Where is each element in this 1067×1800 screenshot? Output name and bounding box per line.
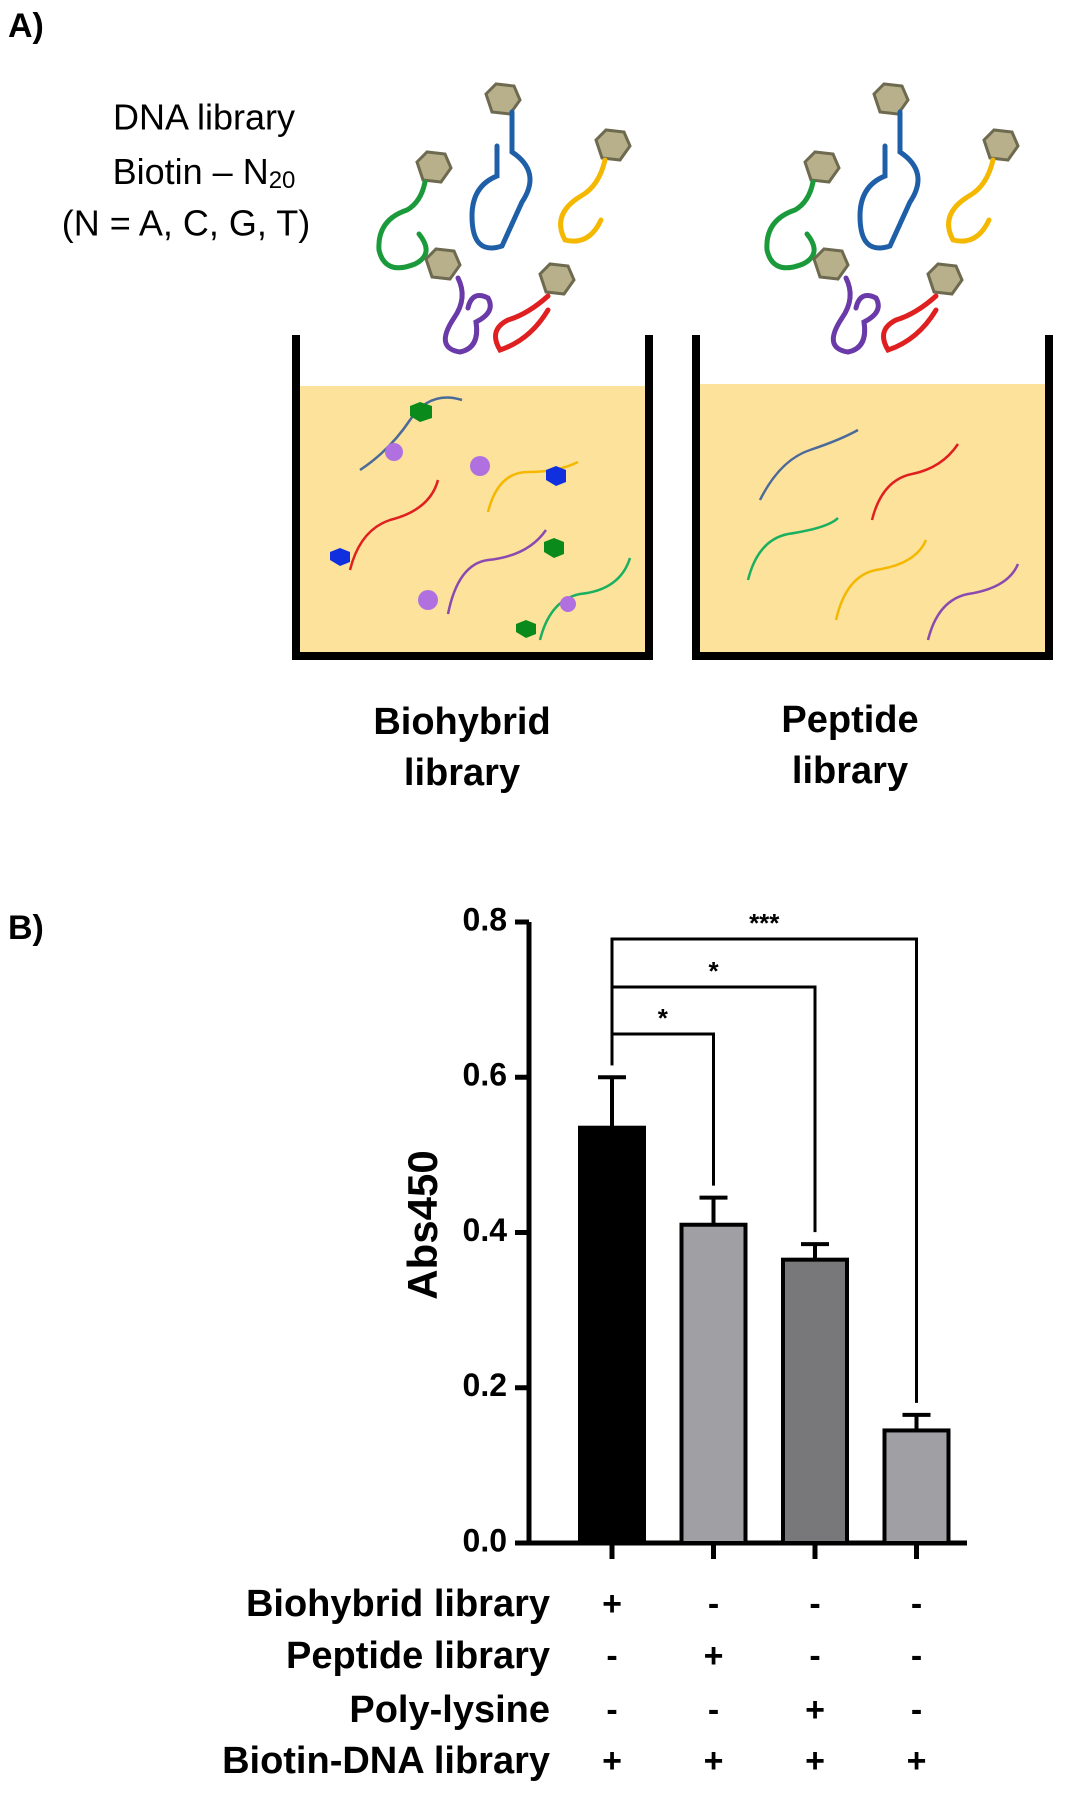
peptide <box>446 529 548 615</box>
panel-label: A) <box>8 7 44 45</box>
peptides <box>330 396 1020 641</box>
condition-label: Poly-lysine <box>349 1689 550 1731</box>
aptamer <box>830 275 881 355</box>
significance-label: * <box>708 956 719 986</box>
y-tick-label: 0.8 <box>463 901 507 937</box>
peptide <box>758 428 859 501</box>
significance-bracket <box>610 937 918 1403</box>
aptamer-set <box>376 82 632 355</box>
condition-value: - <box>708 1585 719 1623</box>
library-text: Biotin – N <box>113 151 269 192</box>
well-label: library <box>792 750 908 792</box>
label-group <box>418 590 438 610</box>
biotin <box>538 262 576 296</box>
label-group <box>330 548 350 566</box>
aptamer <box>558 157 608 244</box>
biotin <box>484 82 522 116</box>
well-label: Peptide <box>781 699 918 741</box>
biotin <box>926 262 964 296</box>
library-text: DNA library <box>113 97 295 138</box>
well <box>292 335 653 660</box>
peptide <box>746 517 839 581</box>
aptamer <box>442 275 493 355</box>
condition-value: - <box>809 1637 820 1675</box>
peptide <box>926 563 1020 641</box>
biotin <box>872 82 910 116</box>
panel-label: B) <box>8 909 44 947</box>
y-tick-label: 0.6 <box>463 1057 507 1093</box>
condition-label: Biohybrid library <box>246 1583 550 1625</box>
y-tick-label: 0.2 <box>463 1367 507 1403</box>
y-tick-label: 0.0 <box>463 1522 507 1558</box>
condition-label: Peptide library <box>286 1635 550 1677</box>
condition-value: + <box>907 1742 927 1780</box>
bar <box>781 1257 849 1545</box>
label-group <box>385 443 403 461</box>
peptide <box>870 443 960 521</box>
aptamer <box>857 109 921 251</box>
condition-value: + <box>602 1585 622 1623</box>
condition-value: + <box>805 1691 825 1729</box>
library-text: Biotin – N20 <box>113 151 296 195</box>
peptide <box>834 539 928 621</box>
biotin <box>982 128 1020 162</box>
aptamer <box>469 109 533 251</box>
condition-value: + <box>602 1742 622 1780</box>
well <box>692 335 1053 660</box>
biotin <box>812 247 850 281</box>
label-group <box>470 456 490 476</box>
biotin <box>803 150 841 184</box>
aptamer <box>946 157 996 244</box>
library-text: (N = A, C, G, T) <box>62 203 310 244</box>
bar-chart: 0.00.20.40.60.8*****Biohybrid library + - -… <box>222 901 967 1782</box>
peptide <box>486 460 579 513</box>
condition-value: + <box>704 1637 724 1675</box>
aptamer <box>881 293 939 354</box>
peptide <box>538 557 632 641</box>
well-label: Biohybrid <box>373 701 550 743</box>
label-group <box>546 466 566 486</box>
biotin <box>424 247 462 281</box>
biotin <box>594 128 632 162</box>
bar <box>882 1428 951 1545</box>
y-tick-label: 0.4 <box>463 1212 508 1248</box>
well-liquid <box>296 386 649 654</box>
condition-value: + <box>704 1742 724 1780</box>
condition-label: Biotin-DNA library <box>222 1740 550 1782</box>
peptide <box>359 396 463 472</box>
label-group <box>544 538 564 558</box>
biotin <box>415 150 453 184</box>
aptamer <box>493 293 551 354</box>
aptamer-set <box>764 82 1020 355</box>
condition-value: - <box>911 1637 922 1675</box>
significance-label: * <box>658 1003 669 1033</box>
label-group <box>560 596 576 612</box>
aptamer <box>764 179 817 271</box>
condition-value: - <box>809 1585 820 1623</box>
aptamers <box>376 82 1020 355</box>
condition-value: + <box>805 1742 825 1780</box>
bar <box>679 1222 748 1546</box>
peptide <box>348 479 440 571</box>
condition-value: - <box>708 1691 719 1729</box>
bar <box>578 1125 646 1546</box>
condition-value: - <box>606 1691 617 1729</box>
condition-value: - <box>911 1585 922 1623</box>
y-axis-label: Abs450 <box>399 1150 446 1299</box>
significance-label: *** <box>749 908 780 938</box>
aptamer <box>376 179 429 271</box>
well-label: library <box>404 752 520 794</box>
subscript: 20 <box>269 167 296 194</box>
label-group <box>516 620 536 638</box>
condition-value: - <box>911 1691 922 1729</box>
condition-value: - <box>606 1637 617 1675</box>
label-group <box>410 402 432 422</box>
